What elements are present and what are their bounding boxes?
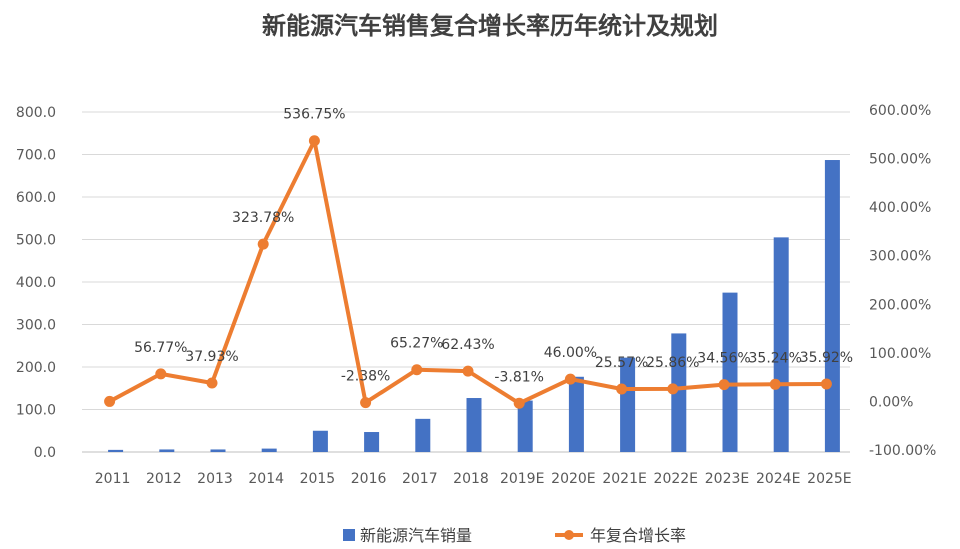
x-tick-label: 2012	[146, 471, 182, 487]
y-right-tick-label: 300.00%	[869, 249, 931, 265]
data-label: 46.00%	[544, 345, 597, 361]
y-left-tick-label: 800.0	[16, 105, 56, 121]
bar	[159, 449, 175, 452]
data-label: 25.57%	[595, 355, 648, 371]
x-tick-label: 2018	[453, 471, 489, 487]
line-point	[616, 383, 628, 395]
left-axis: 0.0 100.0 200.0 300.0 400.0 500.0 600.0 700.0 80…	[16, 105, 56, 461]
y-right-tick-label: 100.00%	[869, 346, 931, 362]
data-label: 25.86%	[646, 355, 699, 371]
x-tick-label: 2023E	[705, 471, 749, 487]
grid	[82, 111, 850, 453]
line-point	[206, 377, 218, 389]
legend-label-bar: 新能源汽车销量	[360, 526, 472, 545]
x-tick-label: 2015	[300, 471, 336, 487]
line-point	[769, 378, 781, 390]
x-tick-label: 2020E	[551, 471, 595, 487]
bar	[773, 237, 789, 452]
bar	[210, 449, 226, 452]
line-point	[718, 379, 730, 391]
data-label: 536.75%	[283, 107, 345, 123]
y-right-tick-label: 0.00%	[869, 394, 913, 410]
line-point	[667, 383, 679, 395]
y-right-tick-label: 600.00%	[869, 103, 931, 119]
y-left-tick-label: 700.0	[16, 148, 56, 164]
x-tick-label: 2013	[197, 471, 233, 487]
line-point	[462, 365, 474, 377]
data-label: 35.92%	[800, 350, 853, 366]
bar	[517, 400, 533, 452]
y-left-tick-label: 600.0	[16, 190, 56, 206]
chart-title: 新能源汽车销售复合增长率历年统计及规划	[262, 12, 718, 40]
x-tick-label: 2016	[351, 471, 387, 487]
data-label: 37.93%	[185, 349, 238, 365]
y-left-tick-label: 500.0	[16, 233, 56, 249]
y-right-tick-label: 500.00%	[869, 152, 931, 168]
x-axis: 2011 2012 2013 2014 2015 2016 2017 2018 2019E 202…	[95, 471, 852, 487]
line-point	[820, 378, 832, 390]
legend-swatch-marker	[564, 530, 574, 540]
bar	[364, 432, 380, 452]
x-tick-label: 2014	[248, 471, 284, 487]
line-point	[257, 238, 269, 250]
legend-swatch-bar	[343, 529, 355, 541]
bar	[620, 357, 636, 452]
y-right-tick-label: 200.00%	[869, 297, 931, 313]
line-point	[155, 368, 167, 380]
data-label: -3.81%	[494, 369, 544, 385]
y-right-tick-label: -100.00%	[869, 443, 936, 459]
data-label: 56.77%	[134, 340, 187, 356]
y-left-tick-label: 200.0	[16, 360, 56, 376]
line-point	[411, 364, 423, 376]
legend-label-line: 年复合增长率	[590, 526, 686, 545]
y-left-tick-label: 100.0	[16, 403, 56, 419]
x-tick-label: 2011	[95, 471, 131, 487]
bar	[415, 418, 431, 452]
data-label: 323.78%	[232, 210, 294, 226]
line-series: 56.77%37.93% 323.78% 536.75% -2.38% 65.27%62…	[104, 107, 853, 409]
data-label: -2.38%	[341, 369, 391, 385]
x-tick-label: 2022E	[654, 471, 698, 487]
data-label: 62.43%	[441, 337, 494, 353]
x-tick-label: 2019E	[500, 471, 544, 487]
bar	[466, 398, 482, 452]
bar	[108, 449, 124, 452]
x-tick-label: 2021E	[602, 471, 646, 487]
bar	[312, 430, 328, 452]
x-tick-label: 2025E	[807, 471, 851, 487]
line-point	[104, 395, 116, 407]
y-left-tick-label: 400.0	[16, 275, 56, 291]
bar	[722, 292, 738, 452]
x-tick-label: 2017	[402, 471, 438, 487]
data-label: 65.27%	[390, 336, 443, 352]
bar	[568, 376, 584, 452]
y-left-tick-label: 0.0	[34, 445, 56, 461]
data-label: 35.24%	[749, 350, 802, 366]
bar	[671, 333, 687, 452]
bar	[824, 160, 840, 452]
bar	[261, 448, 277, 452]
data-label: 34.56%	[697, 351, 750, 367]
line-point	[564, 373, 576, 385]
line-point	[308, 135, 320, 147]
line-point	[360, 397, 372, 409]
x-tick-label: 2024E	[756, 471, 800, 487]
bar-series	[108, 160, 840, 452]
right-axis: -100.00% 0.00% 100.00% 200.00% 300.00% 400.00…	[869, 103, 936, 459]
y-left-tick-label: 300.0	[16, 318, 56, 334]
line-point	[513, 397, 525, 409]
y-right-tick-label: 400.00%	[869, 200, 931, 216]
legend: 新能源汽车销量 年复合增长率	[343, 526, 686, 545]
